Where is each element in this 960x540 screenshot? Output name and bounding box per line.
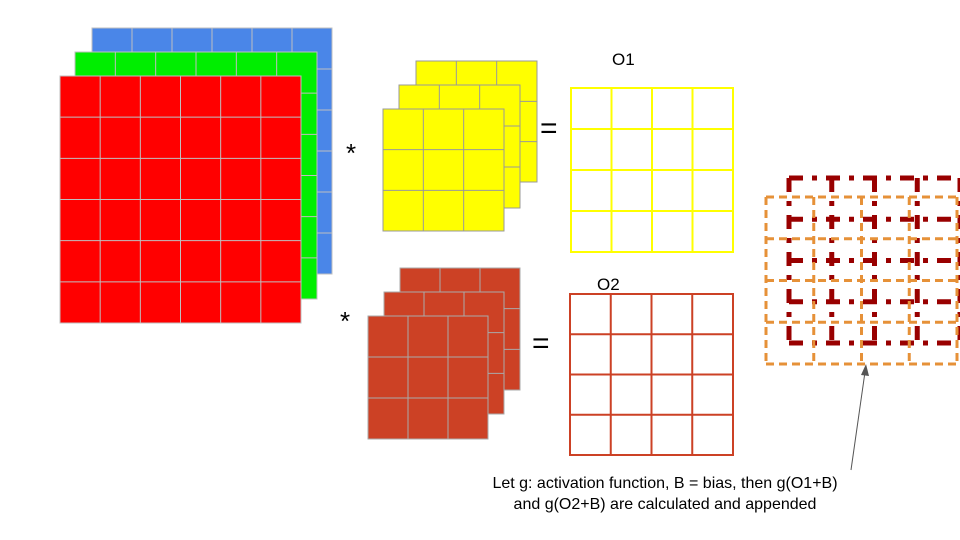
kernel-1-layer-front <box>382 108 505 232</box>
output-o1-label: O1 <box>612 50 635 69</box>
stacked-output <box>764 175 960 366</box>
input-channel-red <box>59 75 302 324</box>
output-o1-grid <box>570 87 734 253</box>
equals-sign-1: = <box>540 112 558 145</box>
output-o2-label: O2 <box>597 275 620 294</box>
convolution-operator-2: * <box>340 306 351 336</box>
pointer-arrow <box>850 364 869 471</box>
stacked-output-orange-layer <box>764 195 959 366</box>
convolution-operator-1: * <box>346 138 357 168</box>
caption-line-1: Let g: activation function, B = bias, th… <box>492 475 838 492</box>
output-o2-grid <box>569 293 734 456</box>
caption: Let g: activation function, B = bias, th… <box>430 473 900 515</box>
equals-sign-2: = <box>532 327 550 360</box>
caption-line-2: and g(O2+B) are calculated and appended <box>513 496 817 513</box>
kernel-2-layer-front <box>367 315 489 440</box>
stacked-output-dark-layer <box>786 175 960 346</box>
